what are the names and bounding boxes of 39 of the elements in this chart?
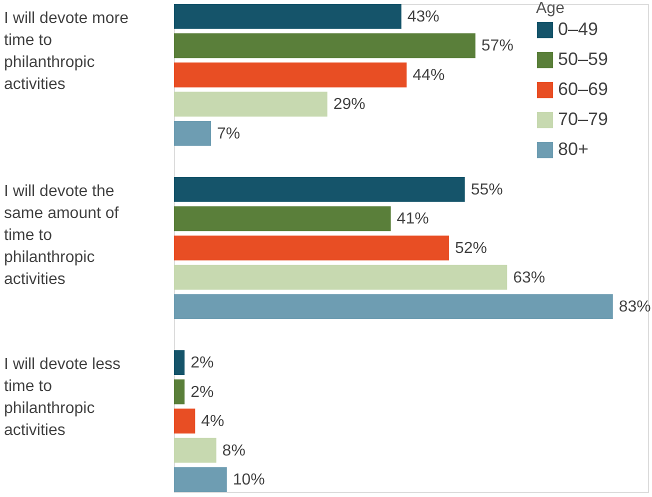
data-label: 83%	[618, 298, 651, 316]
bar	[174, 177, 465, 202]
bar	[174, 408, 196, 434]
data-label: 43%	[407, 8, 440, 26]
legend-label: 60–69	[558, 79, 608, 99]
bar	[174, 121, 212, 146]
data-label: 55%	[470, 181, 503, 198]
legend-title: Age	[536, 0, 565, 17]
bar	[174, 350, 185, 375]
bar	[174, 236, 449, 260]
y-tick-label: I will devote more time to philanthropic activities	[4, 10, 129, 93]
y-tick-label: I will devote the same amount of time to philanthropic activities	[4, 183, 120, 288]
bar	[174, 62, 407, 88]
bar	[174, 438, 216, 463]
bar	[174, 4, 402, 29]
data-label: 63%	[513, 269, 546, 286]
data-label: 52%	[454, 240, 487, 257]
data-label: 2%	[190, 354, 214, 372]
data-label: 10%	[232, 472, 265, 489]
bar	[174, 294, 613, 319]
legend-label: 80+	[558, 139, 589, 159]
bar	[174, 33, 476, 58]
y-tick-label: I will devote less time to philanthropic activities	[4, 356, 120, 440]
legend-label: 50–59	[558, 49, 608, 69]
data-label: 2%	[190, 384, 214, 401]
data-label: 8%	[222, 442, 246, 460]
data-label: 44%	[412, 66, 445, 84]
bar	[174, 92, 328, 117]
bar	[174, 467, 227, 492]
data-label: 41%	[396, 210, 429, 228]
legend-label: 0–49	[558, 19, 598, 39]
data-label: 29%	[333, 96, 366, 114]
legend-label: 70–79	[558, 109, 608, 129]
data-label: 4%	[201, 413, 224, 430]
data-label: 57%	[481, 38, 514, 55]
data-label: 7%	[217, 125, 240, 142]
bar	[174, 206, 391, 232]
bar	[174, 379, 185, 404]
bar	[174, 264, 508, 290]
